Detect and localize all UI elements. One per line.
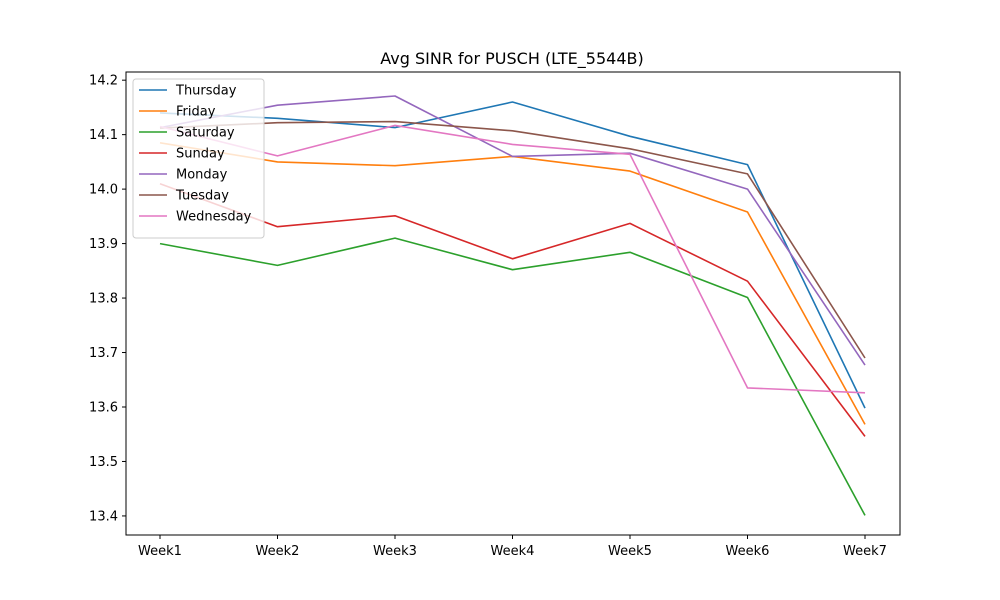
- legend-label: Sunday: [176, 147, 225, 162]
- y-tick-label: 13.5: [89, 455, 118, 470]
- series-line-thursday: [159, 101, 866, 409]
- x-tick-label: Week1: [138, 544, 182, 559]
- y-tick-label: 13.6: [89, 400, 118, 415]
- legend-label: Saturday: [176, 126, 235, 141]
- legend-label: Monday: [176, 168, 228, 183]
- x-tick-label: Week6: [726, 544, 770, 559]
- y-tick-label: 13.8: [89, 292, 118, 307]
- y-tick-label: 13.7: [89, 346, 118, 361]
- y-tick-label: 13.9: [89, 237, 118, 252]
- y-tick-label: 14.0: [89, 183, 118, 198]
- legend-label: Friday: [176, 105, 216, 120]
- axes: Week1 Week2 Week3 Week4 Week5 Week6 Week7 13.4 1…: [89, 71, 901, 559]
- chart-title: Avg SINR for PUSCH (LTE_5544B): [380, 49, 643, 69]
- x-tick-label: Week2: [256, 544, 300, 559]
- legend-label: Wednesday: [176, 210, 252, 225]
- x-tick-label: Week3: [373, 544, 417, 559]
- series-line-wednesday: [159, 124, 866, 394]
- y-tick-label: 13.4: [89, 509, 118, 524]
- series-line-sunday: [159, 182, 866, 437]
- y-tick-label: 14.1: [89, 128, 118, 143]
- x-tick-label: Week4: [491, 544, 535, 559]
- legend-box: [132, 78, 265, 239]
- legend: Thursday Friday Saturday Sunday Monday Tuesda…: [132, 78, 265, 239]
- series-line-monday: [159, 95, 866, 366]
- series-line-saturday: [159, 237, 866, 516]
- series-line-friday: [159, 142, 866, 425]
- series-line-tuesday: [159, 120, 866, 359]
- legend-label: Thursday: [175, 84, 237, 99]
- y-tick-label: 14.2: [89, 74, 118, 89]
- series-lines: [159, 95, 866, 516]
- legend-label: Tuesday: [175, 189, 229, 204]
- x-tick-label: Week5: [608, 544, 652, 559]
- x-tick-label: Week7: [843, 544, 887, 559]
